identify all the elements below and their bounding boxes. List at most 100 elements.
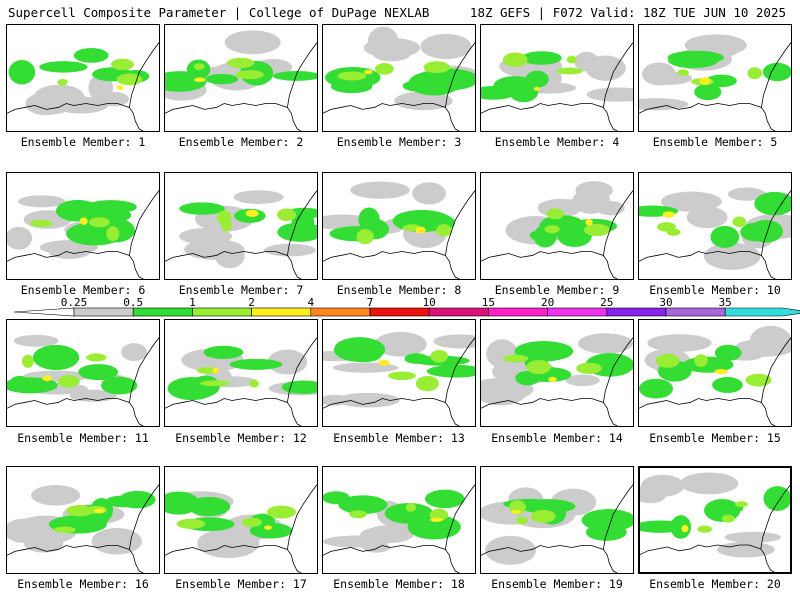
scp-contour-mid [481,86,516,100]
scp-contour-high [430,350,449,363]
scp-contour-mid [179,202,225,215]
scp-contour-high [732,216,747,228]
ensemble-member-label: Ensemble Member: 6 [20,283,146,297]
scp-contour-high [388,371,416,381]
colorbar-tick-label: 4 [307,296,314,309]
scp-contour-high [544,225,560,234]
scp-contour-high [249,379,259,388]
colorbar-tick-label: 1 [189,296,196,309]
scp-contour-low [394,91,453,111]
scp-contour-mid [694,83,722,101]
scp-contour-low [585,55,626,81]
ensemble-member-label: Ensemble Member: 11 [17,431,149,445]
scp-contour-mid [291,212,315,232]
colorbar-segment [488,307,548,317]
scp-contour-high [694,354,708,368]
scp-contour-high [241,517,262,527]
scp-contour-high [556,67,583,75]
ensemble-member-label: Ensemble Member: 13 [333,431,465,445]
coastline [323,484,475,573]
scp-contour-low [31,484,81,506]
scp-contour-high [30,219,53,227]
scp-contour-high [745,373,772,387]
scp-contour-mid [187,496,231,517]
scp-contour-mid [205,73,239,85]
scp-contour-peak [511,510,522,514]
panel-map [7,190,159,279]
colorbar-tick-label: 0.5 [123,296,143,309]
scp-contour-mid [712,377,743,393]
ensemble-panel-20 [638,466,792,574]
ensemble-member-label: Ensemble Member: 4 [494,135,620,149]
scp-contour-high [747,67,762,80]
scp-contour-low [33,84,85,111]
coastline [481,484,633,573]
scp-contour-low [264,243,317,257]
panel-map [7,334,159,426]
ensemble-panel-7 [164,172,318,280]
scp-contour-low [372,47,411,62]
ensemble-member-label: Ensemble Member: 3 [336,135,462,149]
scp-contour-high [415,375,439,392]
scp-contour-high [193,63,205,70]
colorbar-tick-label: 20 [541,296,554,309]
panel-map [7,42,159,131]
panel-map [640,472,790,572]
panel-map [481,333,633,426]
scp-contour-low [267,349,308,375]
ensemble-panel-8 [322,172,476,280]
panel-map [7,484,159,573]
scp-contour-mid [9,375,31,391]
scp-contour-high [57,78,68,86]
scp-contour-high [435,224,452,237]
ensemble-panel-6 [6,172,160,280]
panel-map [481,181,633,279]
scp-contour-high [216,210,232,224]
colorbar-segment [428,307,489,317]
ensemble-panel-10 [638,172,792,280]
scp-contour-mid [229,358,283,370]
scp-contour-mid [203,345,244,359]
panel-map [481,42,633,131]
scp-contour-high [106,226,120,242]
scp-contour-high [657,222,676,232]
scp-contour-high [196,367,219,374]
coastline [481,190,633,279]
ensemble-panel-16 [6,466,160,574]
ensemble-member-label: Ensemble Member: 20 [649,577,781,591]
scp-contour-mid [281,380,317,394]
coastline [323,337,475,426]
scp-contour-mid [55,199,100,222]
scp-contour-peak [662,211,675,218]
coastline [165,484,317,573]
scp-contour-peak [548,376,557,383]
panel-map [639,34,791,131]
colorbar: 0.25 0.5 1 2 4 7 10 15 20 25 30 35 [0,296,800,320]
ensemble-member-label: Ensemble Member: 15 [649,431,781,445]
scp-contour-high [57,375,80,388]
scp-contour-peak [681,524,689,533]
scp-contour-mid [754,191,791,216]
scp-contour-low [538,199,598,212]
coastline [639,42,791,131]
colorbar-tail [13,307,75,317]
scp-contour-low [18,195,66,208]
coastline [481,42,633,131]
scp-contour-high [502,52,528,67]
coastline [165,337,317,426]
scp-contour-low [91,527,142,555]
scp-contour-high [227,57,255,69]
scp-contour-mid [710,225,740,249]
scp-contour-low [575,181,613,200]
scp-contour-high [356,229,374,245]
scp-contour-low [374,331,427,357]
scp-contour-high [337,71,367,81]
coastline [639,337,791,426]
scp-contour-low [420,33,472,60]
panel-map [165,337,317,426]
colorbar-tick-label: 0.25 [61,296,88,309]
panel-map [323,484,475,573]
scp-contour-mid [714,344,742,361]
ensemble-panel-15 [638,319,792,427]
scp-contour-peak [585,219,593,226]
